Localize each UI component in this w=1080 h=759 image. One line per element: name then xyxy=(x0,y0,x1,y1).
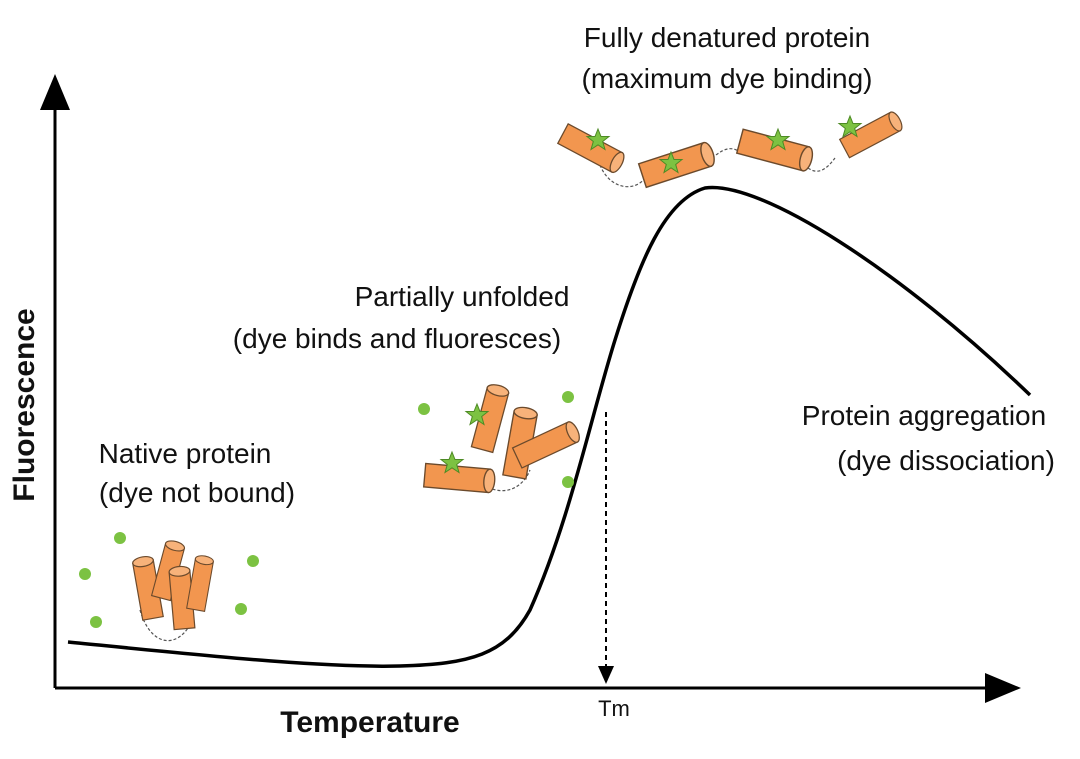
partial-protein-icon xyxy=(423,382,583,494)
native-protein-icon xyxy=(131,538,215,642)
x-axis-title: Temperature xyxy=(280,706,460,739)
denatured-protein-icon xyxy=(557,109,906,189)
annotation-aggregation: Protein aggregation (dye dissociation) xyxy=(802,400,1055,476)
annotation-partial-line2: (dye binds and fluoresces) xyxy=(233,323,561,354)
annotation-aggregation-line2: (dye dissociation) xyxy=(837,445,1055,476)
annotation-partial-line1: Partially unfolded xyxy=(355,281,570,312)
y-axis-title: Fluorescence xyxy=(8,308,41,501)
annotation-denatured: Fully denatured protein (maximum dye bin… xyxy=(582,22,873,94)
annotation-native-line1: Native protein xyxy=(99,438,272,469)
annotation-denatured-line1: Fully denatured protein xyxy=(584,22,870,53)
annotation-partial: Partially unfolded (dye binds and fluore… xyxy=(233,281,570,354)
dye-dot-icon xyxy=(562,391,574,403)
dye-dot-icon xyxy=(235,603,247,615)
dye-dot-icon xyxy=(114,532,126,544)
annotation-native: Native protein (dye not bound) xyxy=(99,438,295,508)
free-dye-group-partial xyxy=(418,391,574,488)
free-dye-group-native xyxy=(79,532,259,628)
dye-dot-icon xyxy=(90,616,102,628)
annotation-aggregation-line1: Protein aggregation xyxy=(802,400,1046,431)
annotation-denatured-line2: (maximum dye binding) xyxy=(582,63,873,94)
annotation-native-line2: (dye not bound) xyxy=(99,477,295,508)
tm-label: Tm xyxy=(598,696,630,721)
dye-dot-icon xyxy=(79,568,91,580)
dye-dot-icon xyxy=(562,476,574,488)
dye-dot-icon xyxy=(418,403,430,415)
melt-curve xyxy=(67,185,1032,668)
dye-dot-icon xyxy=(247,555,259,567)
